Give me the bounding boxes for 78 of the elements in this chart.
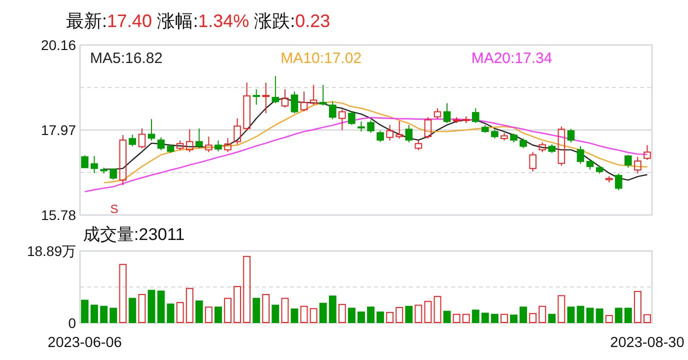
bar <box>110 308 118 323</box>
bar <box>386 312 394 323</box>
bar <box>148 290 156 323</box>
bar <box>262 294 270 323</box>
text: MA20:17.34 <box>471 50 552 67</box>
bar <box>138 294 146 323</box>
bar <box>634 290 642 323</box>
bar <box>166 304 174 323</box>
bar <box>224 298 232 323</box>
bar <box>358 312 365 323</box>
candlestick <box>234 118 241 145</box>
bar <box>119 264 127 323</box>
chart-title: 最新:17.40 涨幅:1.34% 涨跌:0.23 <box>66 11 330 31</box>
x-tick-label: 2023-08-30 <box>610 335 684 351</box>
bar <box>510 314 518 323</box>
bar <box>204 306 212 323</box>
y-tick-label: 20.16 <box>40 37 76 53</box>
bar <box>310 308 318 323</box>
bar <box>367 306 374 323</box>
bar <box>338 304 346 323</box>
bar <box>81 300 88 323</box>
bar <box>176 302 184 323</box>
bar <box>405 306 413 323</box>
bar <box>128 298 136 323</box>
candlestick <box>262 82 270 114</box>
bar <box>243 256 251 323</box>
annotation: S <box>110 202 118 216</box>
bar <box>538 306 546 323</box>
bar <box>586 308 594 323</box>
bar <box>614 308 622 323</box>
bar <box>490 314 498 323</box>
bar <box>290 308 298 323</box>
chart-title: 成交量:23011 <box>83 225 185 244</box>
x-tick-label: 2023-06-06 <box>48 335 122 351</box>
bar <box>90 304 98 323</box>
bar <box>396 306 404 323</box>
bar <box>424 300 432 323</box>
bar <box>195 300 203 323</box>
y-tick-label: 15.78 <box>40 207 76 223</box>
bar <box>281 298 289 323</box>
bar <box>481 312 489 323</box>
bar <box>472 310 480 323</box>
bar <box>605 314 613 323</box>
bar <box>157 290 165 323</box>
bar <box>319 302 327 323</box>
bar <box>234 286 242 323</box>
bar <box>529 313 537 323</box>
bar <box>214 306 222 323</box>
bar <box>624 308 632 323</box>
bar <box>443 310 451 323</box>
bar <box>348 308 356 323</box>
bar <box>272 304 280 323</box>
bar <box>576 306 584 323</box>
candlestick <box>119 134 127 186</box>
text: MA5:16.82 <box>90 50 163 67</box>
bar <box>376 312 384 323</box>
bar <box>520 306 528 323</box>
bar <box>252 298 260 323</box>
bar <box>500 314 508 323</box>
bar <box>186 288 194 323</box>
candlestick <box>252 88 260 106</box>
y-tick-label: 18.89万 <box>26 243 76 259</box>
bar <box>300 306 308 323</box>
y-tick-label: 17.97 <box>40 122 76 138</box>
bar <box>414 304 422 323</box>
bar <box>596 308 604 323</box>
candlestick <box>310 84 318 106</box>
bar <box>548 314 556 323</box>
bar <box>434 296 442 323</box>
text: MA10:17.02 <box>280 50 362 67</box>
bar <box>558 295 566 323</box>
bar <box>644 314 651 323</box>
bar <box>328 296 336 323</box>
bar <box>100 306 108 323</box>
y-tick-label: 0 <box>68 315 76 331</box>
bar <box>567 306 575 323</box>
bar <box>452 314 460 323</box>
bar <box>462 314 470 323</box>
